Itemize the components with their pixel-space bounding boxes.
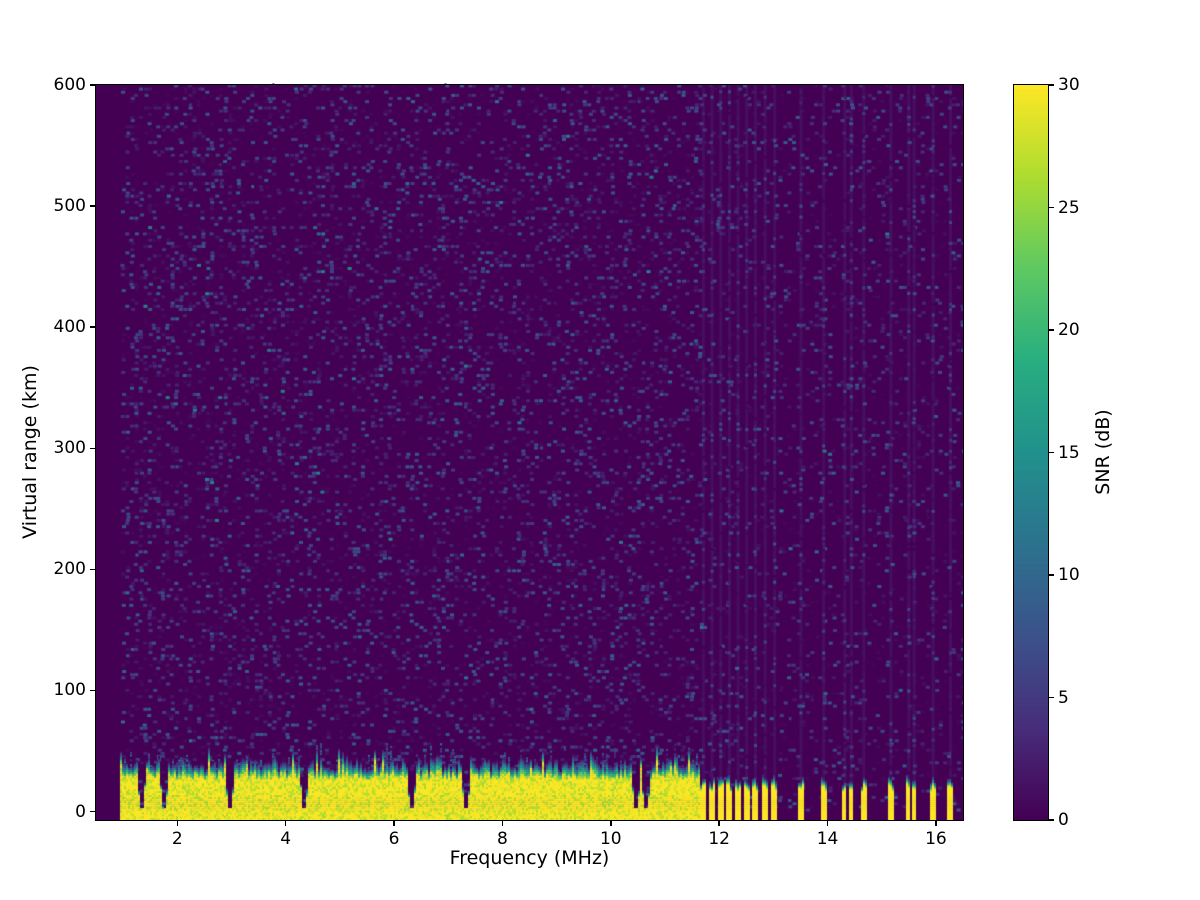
x-tick-mark [610,821,612,826]
y-tick-mark [90,568,95,571]
colorbar-tick-mark [1049,574,1054,576]
colorbar-label: SNR (dB) [1092,409,1114,495]
y-tick-label: 100 [53,680,86,701]
x-tick-mark [826,821,829,826]
colorbar-tick-label: 15 [1058,442,1080,463]
y-tick-mark [90,326,95,328]
y-tick-label: 300 [53,438,86,459]
x-tick-mark [501,821,504,826]
x-tick-mark [935,821,937,826]
x-tick-mark [176,821,179,826]
x-tick-mark [284,821,287,826]
y-tick-label: 0 [75,801,86,822]
colorbar-tick-label: 10 [1058,565,1080,585]
colorbar-tick-label: 0 [1058,810,1069,830]
x-tick-label: 14 [816,829,839,849]
y-tick-label: 600 [53,75,86,95]
colorbar-tick-label: 5 [1058,687,1069,708]
y-tick-label: 500 [53,196,86,217]
x-tick-mark [393,821,395,826]
x-tick-label: 10 [599,829,622,849]
y-tick-mark [90,810,95,813]
y-tick-mark [90,447,95,449]
y-tick-mark [90,84,95,86]
y-tick-mark [90,689,95,692]
x-tick-label: 4 [280,829,292,849]
x-tick-label: 8 [496,829,508,849]
colorbar-tick-mark [1049,451,1054,454]
x-tick-mark [718,821,720,826]
colorbar-tick-label: 30 [1058,75,1080,95]
x-axis-label: Frequency (MHz) [449,847,610,869]
colorbar-tick-mark [1049,84,1054,86]
y-tick-mark [90,205,95,207]
x-tick-label: 16 [925,829,947,849]
x-tick-label: 6 [388,829,400,849]
x-tick-label: 12 [708,829,730,849]
y-tick-label: 400 [53,317,86,338]
colorbar-tick-mark [1049,206,1054,209]
y-tick-label: 200 [53,559,86,580]
colorbar-tick-label: 20 [1058,320,1080,340]
colorbar-tick-mark [1049,696,1054,699]
colorbar-canvas [1013,84,1049,821]
colorbar-tick-mark [1049,329,1054,331]
x-tick-label: 2 [171,829,183,849]
ionogram-canvas [95,84,964,821]
colorbar-tick-label: 25 [1058,197,1080,218]
colorbar-tick-mark [1049,819,1054,821]
